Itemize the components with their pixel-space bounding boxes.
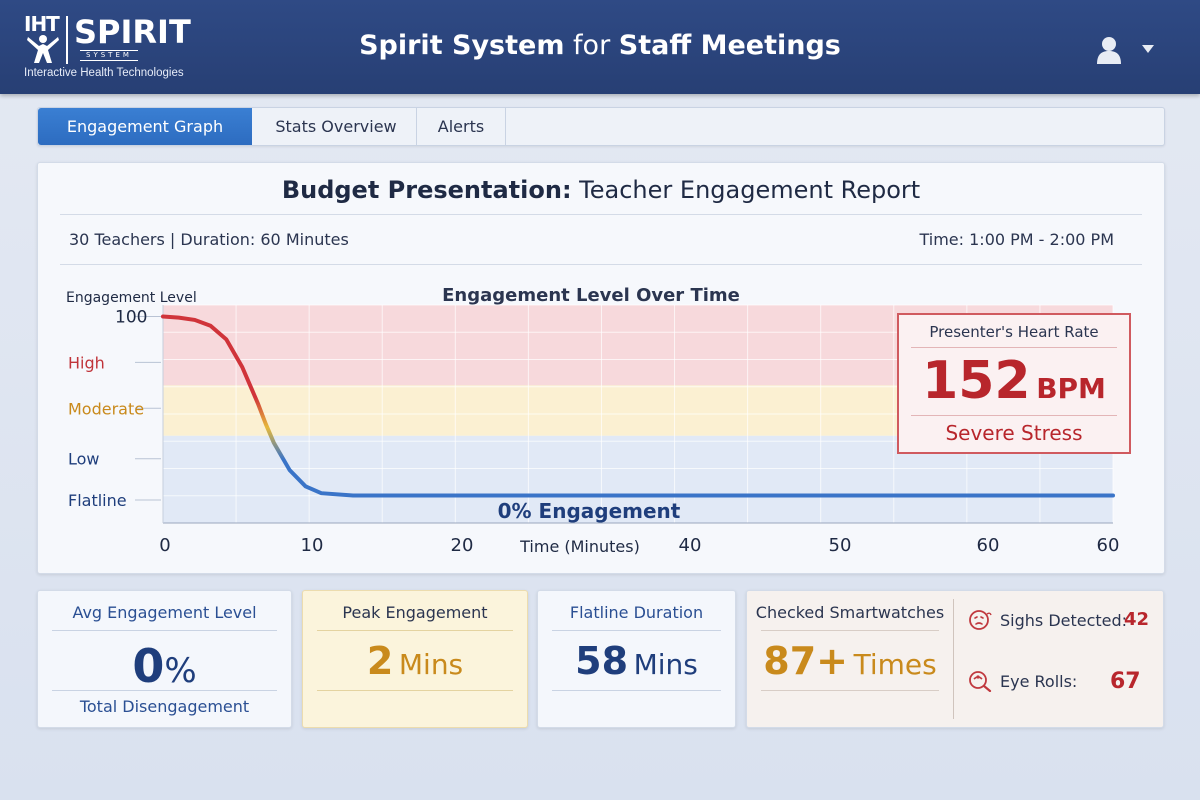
peak-engagement-value: 2 Mins (303, 639, 527, 683)
peak-engagement-title: Peak Engagement (342, 603, 488, 622)
report-title-bold: Budget Presentation: (281, 176, 572, 204)
avg-engagement-title: Avg Engagement Level (72, 603, 257, 622)
y-tick-label: Flatline (68, 491, 127, 510)
divider (52, 690, 277, 691)
y-tick-label: Low (68, 450, 100, 469)
x-tick-label: 50 (829, 535, 852, 556)
divider (953, 599, 954, 719)
meeting-time: Time: 1:00 PM - 2:00 PM (919, 230, 1114, 249)
smartwatch-value: 87+ Times (747, 639, 953, 683)
avg-engagement-value: 0% (38, 639, 291, 693)
heart-rate-card: Presenter's Heart Rate 152 BPM Severe St… (897, 313, 1131, 454)
app-header: IHT SPIRIT SYSTEM Interactive Health Tec… (0, 0, 1200, 94)
x-tick-label: 60 (977, 535, 1000, 556)
flatline-duration-value: 58 Mins (538, 639, 735, 683)
divider (317, 630, 513, 631)
heart-rate-title: Presenter's Heart Rate (929, 323, 1099, 341)
x-tick-label: 10 (301, 535, 324, 556)
logo-spirit-text: SPIRIT (74, 13, 191, 51)
app-title-part3: Staff Meetings (618, 30, 841, 61)
user-icon[interactable] (1096, 36, 1122, 64)
y-tick-label: High (68, 353, 105, 372)
divider (552, 630, 721, 631)
flatline-duration-unit: Mins (633, 648, 698, 681)
divider (552, 690, 721, 691)
heart-rate-number: 152 (922, 351, 1031, 411)
x-tick-label: 40 (679, 535, 702, 556)
divider (52, 630, 277, 631)
x-axis-label: Time (Minutes) (519, 537, 640, 556)
sighs-detected-label: Sighs Detected: (1000, 611, 1128, 630)
flatline-duration-number: 58 (575, 639, 629, 683)
avg-engagement-unit: % (164, 651, 197, 691)
zero-engagement-annotation: 0% Engagement (498, 499, 681, 523)
report-title: Budget Presentation: Teacher Engagement … (38, 176, 1164, 204)
divider (761, 690, 939, 691)
app-title-part1: Spirit System (359, 30, 565, 61)
x-tick-label: 60 (1097, 535, 1120, 556)
app-title-part2: for (564, 30, 619, 61)
sighs-detected-value: 42 (1124, 609, 1150, 630)
logo-tagline: Interactive Health Technologies (24, 67, 184, 79)
smartwatch-number: 87+ (763, 639, 849, 683)
behavior-card: Checked Smartwatches 87+ Times (746, 590, 1164, 728)
eye-roll-icon (969, 671, 992, 692)
y-tick-label: 100 (115, 307, 147, 327)
flatline-duration-card: Flatline Duration 58 Mins (537, 590, 736, 728)
flatline-duration-title: Flatline Duration (569, 603, 704, 622)
sigh-face-icon (969, 610, 992, 630)
chevron-down-icon[interactable] (1141, 44, 1155, 54)
tab-stats-overview[interactable]: Stats Overview (256, 108, 417, 145)
tab-engagement-graph[interactable]: Engagement Graph (38, 108, 252, 145)
engagement-series-line (161, 314, 1115, 498)
peak-engagement-card: Peak Engagement 2 Mins (302, 590, 528, 728)
report-title-rest: Teacher Engagement Report (571, 176, 921, 204)
avg-engagement-number: 0 (132, 639, 165, 693)
meeting-info: 30 Teachers | Duration: 60 Minutes (69, 230, 349, 249)
eye-rolls-label: Eye Rolls: (1000, 672, 1078, 691)
logo-divider (66, 16, 68, 64)
avg-engagement-card: Avg Engagement Level 0% Total Disengagem… (37, 590, 292, 728)
eye-rolls-value: 67 (1110, 669, 1141, 694)
divider (911, 347, 1117, 348)
divider (60, 264, 1142, 265)
smartwatch-section: Checked Smartwatches 87+ Times (747, 591, 953, 727)
x-tick-label: 0 (159, 535, 170, 556)
tab-bar: Engagement Graph Stats Overview Alerts (37, 107, 1165, 146)
heart-rate-status: Severe Stress (945, 421, 1083, 445)
y-axis-label: Engagement Level (66, 290, 197, 306)
peak-engagement-unit: Mins (398, 648, 464, 681)
x-tick-label: 20 (451, 535, 474, 556)
peak-engagement-number: 2 (366, 639, 394, 683)
divider (761, 630, 939, 631)
divider (911, 415, 1117, 416)
chart-title: Engagement Level Over Time (442, 285, 740, 306)
divider (60, 214, 1142, 215)
tab-alerts[interactable]: Alerts (417, 108, 506, 145)
logo-system-text: SYSTEM (80, 50, 138, 61)
heart-rate-unit: BPM (1036, 372, 1106, 405)
y-tick-label: Moderate (68, 399, 144, 418)
person-figure-icon (27, 35, 59, 63)
smartwatch-title: Checked Smartwatches (755, 603, 945, 622)
spirit-logo[interactable]: IHT SPIRIT SYSTEM Interactive Health Tec… (24, 12, 191, 82)
heart-rate-value: 152 BPM (899, 351, 1129, 411)
logo-iht-text: IHT (24, 12, 60, 36)
divider (317, 690, 513, 691)
app-title: Spirit System for Staff Meetings (0, 30, 1200, 61)
avg-engagement-subtitle: Total Disengagement (79, 697, 250, 716)
smartwatch-unit: Times (853, 648, 937, 681)
